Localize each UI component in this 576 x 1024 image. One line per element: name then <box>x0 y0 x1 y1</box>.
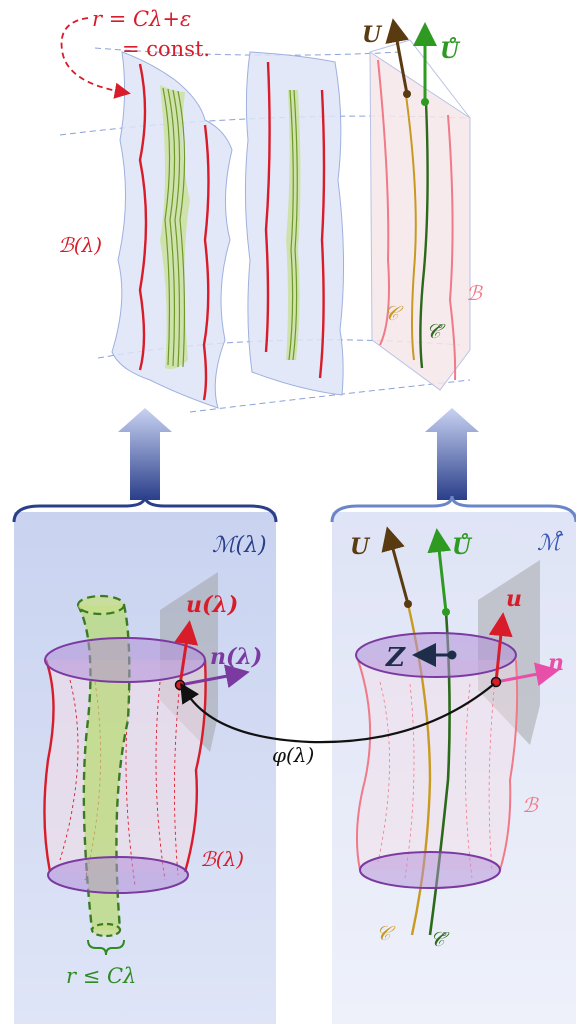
radius-bound-label: r ≤ Cλ <box>66 964 136 988</box>
relation-line-1: r = Cλ+ε <box>92 7 191 31</box>
body-lambda-bottom-label: ℬ(λ) <box>200 847 244 871</box>
curve-C-ring-top <box>419 101 429 369</box>
brace-right <box>330 495 576 523</box>
n-label: n <box>548 650 564 676</box>
up-arrow-left <box>118 408 172 500</box>
left-worldtube <box>43 572 250 938</box>
n-lambda-label: n(λ) <box>210 644 262 670</box>
phi-map-arrow <box>180 682 495 744</box>
U-label-top: U <box>362 22 383 48</box>
phi-map-label: φ(λ) <box>272 743 314 767</box>
up-arrow-right <box>425 408 479 500</box>
body-B-label-top: ℬ <box>466 281 483 305</box>
u-lambda-label: u(λ) <box>186 592 238 618</box>
U-arrow-top <box>385 18 410 95</box>
manifold-lambda-label: ℳ(λ) <box>212 533 267 558</box>
U-label-bottom: U <box>350 534 371 560</box>
radius-brace <box>87 939 125 956</box>
top-foliation <box>59 17 471 413</box>
panel-right <box>332 512 576 1024</box>
body-lambda-label: ℬ(λ) <box>58 233 102 257</box>
U-arrow-bottom <box>381 526 410 605</box>
U-ring-label-bottom: Ů <box>452 533 473 560</box>
U-ring-arrow-bottom <box>427 528 452 613</box>
body-B-bottom-label: ℬ <box>522 793 539 817</box>
u-lambda-arrow <box>174 620 199 686</box>
u-arrow <box>488 612 513 683</box>
manifold-ring-label: ℳ̊ <box>537 530 564 556</box>
n-arrow <box>495 662 560 687</box>
curve-C-top <box>405 94 417 361</box>
relation-line-2: = const. <box>122 37 210 61</box>
u-label: u <box>506 586 522 612</box>
Z-label: Z <box>385 643 406 673</box>
U-ring-label-top: Ů <box>440 37 461 64</box>
right-worldtube <box>355 526 560 936</box>
brace-left <box>12 495 278 523</box>
